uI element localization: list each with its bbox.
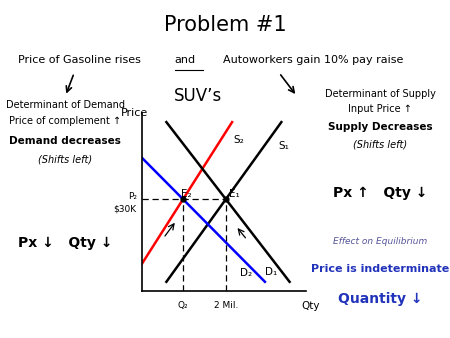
Text: P₂: P₂: [128, 192, 137, 201]
Text: Quantity ↓: Quantity ↓: [338, 292, 423, 306]
Text: and: and: [175, 55, 196, 65]
Text: Supply Decreases: Supply Decreases: [328, 122, 432, 132]
Text: (Shifts left): (Shifts left): [353, 140, 407, 149]
Text: Determinant of Supply: Determinant of Supply: [325, 89, 436, 99]
Text: D₂: D₂: [240, 268, 252, 279]
Text: $30K: $30K: [114, 204, 137, 214]
Text: (Shifts left): (Shifts left): [38, 155, 92, 165]
Text: S₂: S₂: [234, 136, 244, 145]
Text: Demand decreases: Demand decreases: [9, 136, 121, 146]
Text: 2 Mil.: 2 Mil.: [214, 301, 238, 310]
Text: E₂: E₂: [181, 189, 192, 198]
Text: SUV’s: SUV’s: [174, 87, 222, 105]
Text: Price of complement ↑: Price of complement ↑: [9, 116, 122, 126]
Text: D₁: D₁: [265, 267, 277, 277]
Text: Price of Gasoline rises: Price of Gasoline rises: [18, 55, 140, 65]
Text: Qty: Qty: [302, 301, 320, 311]
Text: Input Price ↑: Input Price ↑: [348, 104, 412, 114]
Text: Determinant of Demand: Determinant of Demand: [6, 100, 125, 110]
Text: Q₂: Q₂: [178, 301, 189, 310]
Text: Price is indeterminate: Price is indeterminate: [311, 264, 450, 274]
Text: Autoworkers gain 10% pay raise: Autoworkers gain 10% pay raise: [223, 55, 403, 65]
Text: Px ↓   Qty ↓: Px ↓ Qty ↓: [18, 236, 112, 250]
Text: Price: Price: [122, 108, 148, 118]
Text: E₁: E₁: [229, 189, 240, 199]
Text: Problem #1: Problem #1: [164, 15, 286, 35]
Text: Px ↑   Qty ↓: Px ↑ Qty ↓: [333, 186, 428, 200]
Text: Effect on Equilibrium: Effect on Equilibrium: [333, 237, 428, 246]
Text: S₁: S₁: [278, 141, 289, 151]
